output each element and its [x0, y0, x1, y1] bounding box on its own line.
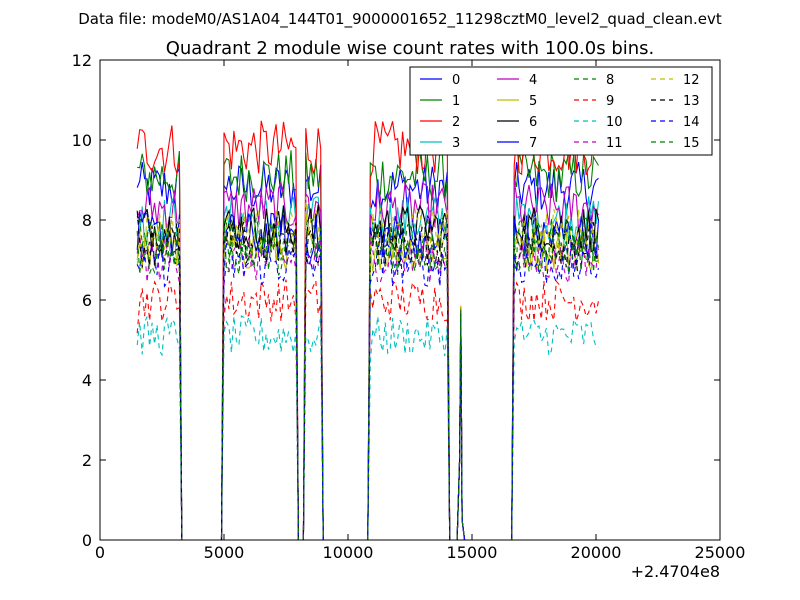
chart-title: Quadrant 2 module wise count rates with …: [166, 38, 655, 59]
series-line-7: [136, 211, 600, 541]
x-tick-label-3: 15000: [447, 543, 498, 562]
x-tick-label-0: 0: [95, 543, 105, 562]
series-line-10: [136, 313, 599, 541]
series-line-9: [136, 278, 600, 541]
series-line-6: [136, 203, 600, 541]
legend-label-8: 8: [606, 73, 614, 88]
legend-label-11: 11: [606, 136, 623, 151]
series-line-13: [136, 210, 599, 541]
series-layer: [136, 120, 600, 541]
legend-label-0: 0: [452, 73, 460, 88]
series-line-15: [136, 215, 600, 541]
legend-label-15: 15: [683, 136, 700, 151]
x-tick-label-5: 25000: [695, 543, 746, 562]
legend-label-3: 3: [452, 136, 460, 151]
x-offset-label: +2.4704e8: [631, 562, 720, 581]
y-tick-label-4: 8: [82, 211, 92, 230]
suptitle: Data file: modeM0/AS1A04_144T01_90000016…: [78, 10, 722, 29]
y-tick-label-2: 4: [82, 371, 92, 390]
y-tick-label-6: 12: [72, 51, 92, 70]
series-line-14: [136, 239, 600, 541]
y-tick-label-3: 6: [82, 291, 92, 310]
legend-label-4: 4: [529, 73, 537, 88]
y-tick-label-1: 2: [82, 451, 92, 470]
legend-label-6: 6: [529, 115, 537, 130]
legend-box: [409, 66, 713, 156]
legend-label-5: 5: [529, 94, 537, 109]
x-tick-label-1: 5000: [204, 543, 245, 562]
legend-label-14: 14: [683, 115, 700, 130]
legend-label-7: 7: [529, 136, 537, 151]
y-tick-label-0: 0: [82, 531, 92, 550]
legend-label-1: 1: [452, 94, 460, 109]
x-tick-label-4: 20000: [571, 543, 622, 562]
legend-label-10: 10: [606, 115, 623, 130]
legend-label-12: 12: [683, 73, 700, 88]
series-line-1: [137, 149, 599, 541]
legend-label-13: 13: [683, 94, 700, 109]
legend-label-9: 9: [606, 94, 614, 109]
legend-label-2: 2: [452, 115, 460, 130]
x-tick-label-2: 10000: [323, 543, 374, 562]
series-line-4: [136, 179, 599, 541]
y-tick-label-5: 10: [72, 131, 92, 150]
series-line-11: [136, 234, 600, 541]
plot-frame: [99, 59, 721, 541]
